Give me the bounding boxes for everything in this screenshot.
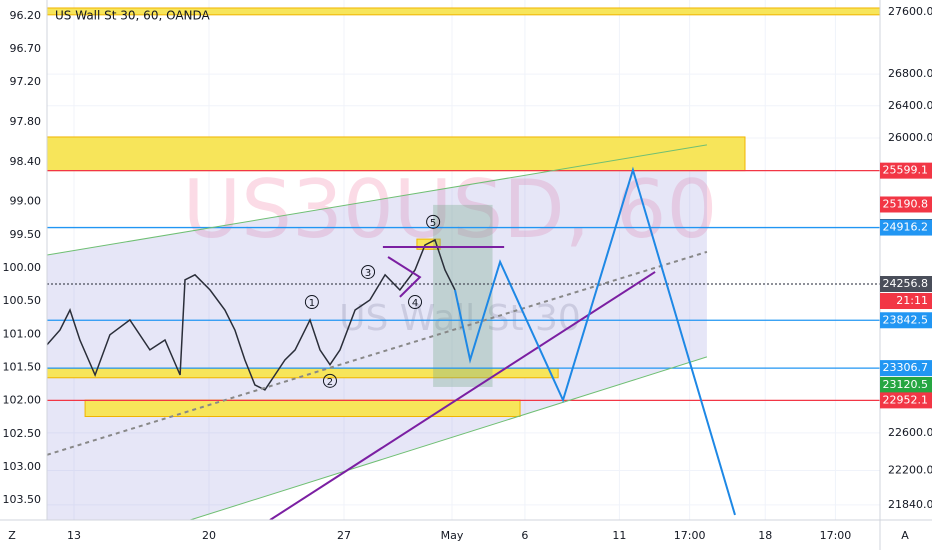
wave-marker [426,214,441,229]
trend-line [454,166,736,516]
price-tag-bg [880,312,932,329]
y-tick-label: 27600.0 [888,5,932,18]
countdown-bg [880,293,932,310]
trend-line [47,250,708,456]
x-tick-label: 18 [758,529,772,542]
x-tick-label: 6 [521,529,528,542]
y-tick-label: 26000.0 [888,131,932,144]
price-tag: 23842.5 [883,313,929,326]
grid [47,0,880,520]
watermark: US30USD, 60 [183,163,718,256]
corner-button[interactable]: A [901,529,909,542]
price-tag: 24256.8 [883,277,929,290]
watermark-sub: US Wall St 30 [339,298,581,339]
price-tag-bg [880,392,932,409]
wave-marker [408,295,423,310]
wave-marker [361,264,376,279]
price-tag-bg [880,376,932,393]
y2-tick-label: 97.80 [10,115,42,128]
y2-tick-label: 102.00 [3,394,42,407]
price-tag: 25190.8 [883,197,929,210]
wave-label: 4 [412,298,418,309]
price-tag: 23306.7 [883,361,929,374]
price-tag-bg [880,360,932,377]
y-tick-label: 26800.0 [888,67,932,80]
trend-line [189,356,708,520]
price-tag: 24916.2 [883,221,929,234]
x-tick-label: 27 [337,529,351,542]
price-tag-bg [880,276,932,293]
chart-title: US Wall St 30, 60, OANDA [55,9,211,23]
y2-tick-label: 103.50 [3,493,42,506]
x-tick-label: 13 [67,529,81,542]
y-tick-label: 21840.0 [888,498,932,511]
zone [84,399,521,417]
channel-fill [47,144,707,520]
zone [47,7,880,16]
zone [433,204,493,387]
wave-label: 2 [327,377,333,388]
wave-label: 1 [309,298,315,309]
trend-line [47,144,708,256]
wave-label: 3 [365,268,371,279]
y-tick-label: 26400.0 [888,99,932,112]
x-tick-label: 17:00 [820,529,852,542]
x-tick-label: 20 [202,529,216,542]
countdown: 21:11 [896,294,928,307]
y2-tick-label: 100.50 [3,294,42,307]
wave-marker [304,295,319,310]
trend-line [269,271,656,520]
y2-tick-label: 100.00 [3,261,42,274]
price-line-series [47,238,456,391]
y2-tick-label: 102.50 [3,427,42,440]
y2-tick-label: 96.20 [10,9,42,22]
trend-line [387,256,422,298]
y2-tick-label: 99.00 [10,195,42,208]
price-tag-bg [880,196,932,213]
y2-tick-label: 98.40 [10,155,42,168]
x-tick-label: 17:00 [674,529,706,542]
price-tag: 25599.1 [883,164,929,177]
zone [47,136,746,172]
y2-tick-label: 99.50 [10,228,42,241]
y2-tick-label: 97.20 [10,75,42,88]
corner-button[interactable]: Z [8,529,16,542]
y-tick-label: 22200.0 [888,464,932,477]
y2-tick-label: 101.50 [3,360,42,373]
plot-area: US30USD, 60 US Wall St 30 1 2 3 4 5 [47,7,880,520]
price-tag: 23120.5 [883,378,929,391]
zone [416,238,441,250]
x-tick-label: 11 [612,529,626,542]
y2-tick-label: 103.00 [3,460,42,473]
price-tag: 22952.1 [883,393,929,406]
price-tag-bg [880,162,932,179]
wave-marker [322,373,337,388]
y-tick-label: 22600.0 [888,426,932,439]
y2-tick-label: 96.70 [10,42,42,55]
wave-label: 5 [430,218,436,229]
y2-tick-label: 101.00 [3,327,42,340]
price-tag-bg [880,219,932,236]
x-tick-label: May [441,529,464,542]
